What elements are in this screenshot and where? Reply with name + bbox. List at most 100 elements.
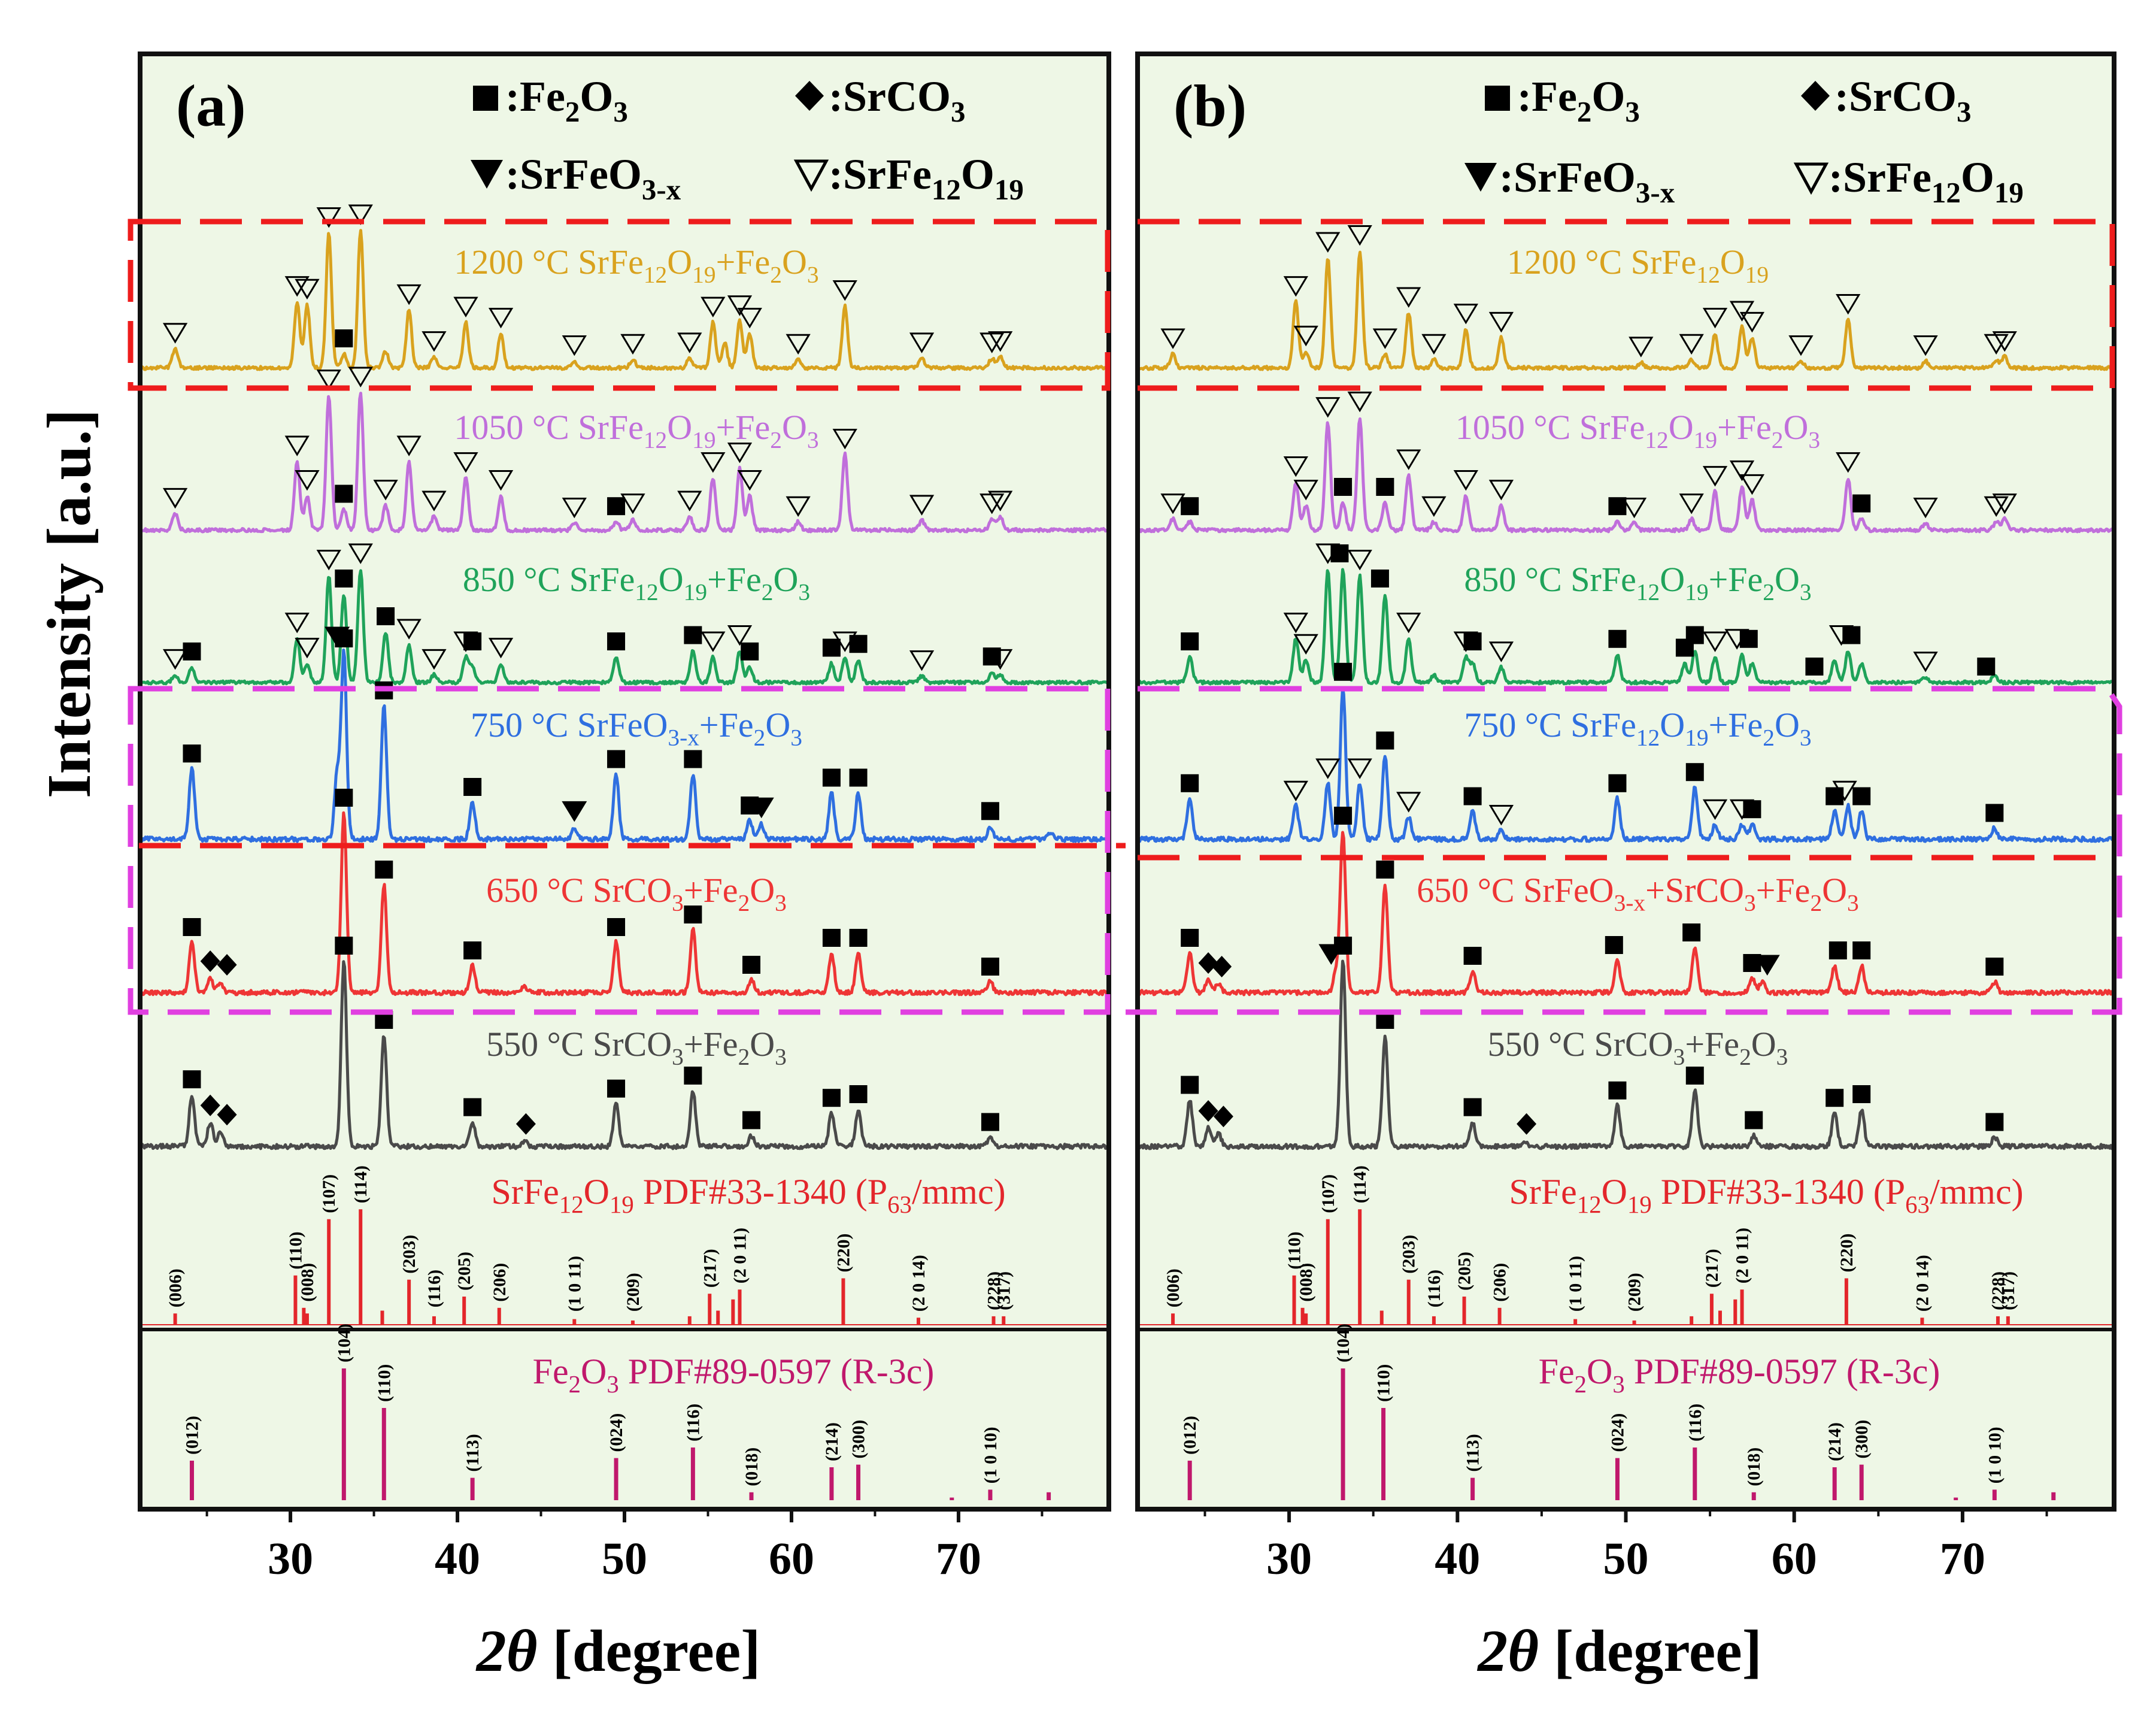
srfeo3-legend-icon bbox=[471, 160, 503, 189]
srfe12o19-marker bbox=[348, 204, 373, 225]
fe2o3-marker bbox=[742, 956, 761, 974]
srfe12o19-marker bbox=[1739, 474, 1765, 495]
srfe12o19-marker bbox=[909, 495, 935, 516]
srfe12o19-marker bbox=[1160, 493, 1185, 514]
srco3-marker bbox=[1198, 1100, 1218, 1122]
srfe12o19-marker bbox=[832, 280, 857, 301]
srfe12o19-marker bbox=[422, 331, 447, 352]
fe2o3-marker bbox=[335, 484, 353, 503]
pattern-1050C: 1050 °C SrFe12O19+Fe2O3 bbox=[1137, 391, 2116, 534]
fe2o3-marker bbox=[1739, 629, 1758, 648]
srfe12o19-marker bbox=[1293, 480, 1318, 501]
hkl-label: (228) bbox=[984, 1271, 1004, 1310]
srfe12o19-marker bbox=[909, 650, 935, 671]
legend-label: :SrCO3 bbox=[829, 72, 965, 128]
fe2o3-marker bbox=[607, 750, 626, 768]
pattern-850C: 850 °C SrFe12O19+Fe2O3 bbox=[1136, 543, 2115, 686]
srfe12o19-marker bbox=[1913, 335, 1938, 356]
fe2o3-marker bbox=[1330, 544, 1349, 562]
hkl-label: (110) bbox=[1374, 1364, 1394, 1402]
pattern-label: 850 °C SrFe12O19+Fe2O3 bbox=[1464, 560, 1811, 605]
fe2o3-marker bbox=[183, 642, 201, 661]
srfe12o19-marker bbox=[988, 331, 1013, 352]
srfe12o19-marker bbox=[909, 332, 935, 353]
srfe12o19-marker bbox=[396, 284, 422, 305]
reference-srfe12o19: (006) (110)(008) (107) (114) (203)(116) (205)… bbox=[1138, 1165, 2114, 1325]
fe2o3-marker bbox=[335, 570, 353, 588]
fe2o3-marker bbox=[607, 632, 626, 650]
highlight-boxes bbox=[128, 219, 2122, 1015]
fe2o3-marker bbox=[1826, 787, 1844, 805]
fe2o3-marker bbox=[742, 1111, 761, 1129]
reference-title: Fe2O3 PDF#89-0597 (R-3c) bbox=[533, 1352, 935, 1398]
fe2o3-marker bbox=[375, 861, 393, 879]
pattern-trace bbox=[140, 229, 1110, 371]
fe2o3-marker bbox=[183, 918, 201, 936]
srfe12o19-marker bbox=[1621, 498, 1647, 519]
fe2o3-marker bbox=[1745, 1111, 1763, 1129]
srfe12o19-marker bbox=[1836, 452, 1861, 473]
legend-item: :SrFe12O19 bbox=[1793, 153, 2024, 209]
hkl-label: (008) bbox=[298, 1263, 317, 1302]
fe2o3-marker bbox=[1985, 958, 2004, 976]
srfe12o19-marker bbox=[786, 496, 811, 517]
x-tick-label: 50 bbox=[1603, 1534, 1649, 1584]
hkl-label: (220) bbox=[1837, 1233, 1857, 1272]
reference-title: Fe2O3 PDF#89-0597 (R-3c) bbox=[1539, 1352, 1940, 1398]
x-tick-label: 70 bbox=[1940, 1534, 1985, 1584]
hkl-label: (217) bbox=[700, 1249, 720, 1288]
hkl-label: (107) bbox=[1318, 1174, 1338, 1213]
srfe12o19-marker bbox=[284, 435, 310, 456]
fe2o3-marker bbox=[335, 937, 353, 955]
legend-item: :Fe2O3 bbox=[473, 72, 628, 128]
pattern-trace bbox=[1136, 686, 2115, 843]
srfe12o19-marker bbox=[1488, 480, 1514, 501]
hkl-label: (300) bbox=[1852, 1420, 1872, 1459]
fe2o3-marker bbox=[1682, 923, 1701, 941]
pattern-label: 1050 °C SrFe12O19+Fe2O3 bbox=[1455, 408, 1820, 453]
hkl-label: (209) bbox=[623, 1273, 643, 1312]
srfe12o19-marker bbox=[620, 334, 645, 355]
fe2o3-marker bbox=[463, 941, 482, 959]
srco3-marker bbox=[200, 950, 220, 972]
reference-fe2o3: (012) (104) (110) (113) (024) (116) (018) (214)… bbox=[182, 1324, 1051, 1500]
srfe12o19-marker bbox=[488, 470, 514, 491]
pattern-trace bbox=[1136, 831, 2115, 997]
legend-item: :Fe2O3 bbox=[1485, 72, 1640, 128]
fe2o3-marker bbox=[1334, 662, 1353, 681]
srfe12o19-marker bbox=[316, 207, 341, 228]
srfeo3-marker bbox=[562, 801, 587, 822]
srco3-marker bbox=[217, 954, 237, 976]
srfe12o19-marker bbox=[1913, 498, 1938, 519]
srfe12o19-marker bbox=[1488, 311, 1514, 333]
pattern-trace bbox=[1136, 568, 2115, 686]
fe2o3-marker bbox=[1181, 497, 1199, 516]
legend-label: :SrFe12O19 bbox=[1828, 153, 2024, 209]
fe2o3-marker bbox=[1852, 941, 1871, 959]
fe2o3-marker bbox=[335, 329, 353, 347]
srfe12o19-marker bbox=[1396, 449, 1421, 470]
pattern-label: 1050 °C SrFe12O19+Fe2O3 bbox=[454, 408, 818, 453]
srfe12o19-marker bbox=[562, 335, 587, 356]
hkl-label: (1 0 10) bbox=[1985, 1427, 2005, 1483]
legend-label: :SrFe12O19 bbox=[829, 150, 1024, 206]
srfe12o19-marker bbox=[701, 452, 726, 473]
srfe12o19-marker bbox=[1629, 337, 1654, 358]
srfe12o19-marker bbox=[422, 649, 447, 670]
hkl-label: (104) bbox=[334, 1324, 354, 1362]
srfe12o19-marker bbox=[1347, 550, 1372, 571]
srfe12o19-marker bbox=[1315, 232, 1341, 253]
hkl-label: (008) bbox=[1296, 1263, 1316, 1302]
fe2o3-marker bbox=[1608, 774, 1627, 792]
srfe12o19-marker bbox=[1836, 294, 1861, 315]
pattern-trace bbox=[138, 648, 1111, 843]
y-axis-label: Intensity [a.u.] bbox=[35, 409, 104, 798]
srfe12o19-marker bbox=[284, 613, 310, 634]
fe2o3-marker bbox=[1743, 800, 1761, 819]
x-axis-label: 2θ [degree] bbox=[1476, 1618, 1762, 1684]
srfe12o19-marker bbox=[488, 638, 514, 659]
x-axis-label: 2θ [degree] bbox=[475, 1618, 761, 1684]
pattern-750C: 750 °C SrFeO3-x+Fe2O3 bbox=[138, 626, 1111, 843]
pattern-750C: 750 °C SrFe12O19+Fe2O3 bbox=[1136, 662, 2115, 843]
